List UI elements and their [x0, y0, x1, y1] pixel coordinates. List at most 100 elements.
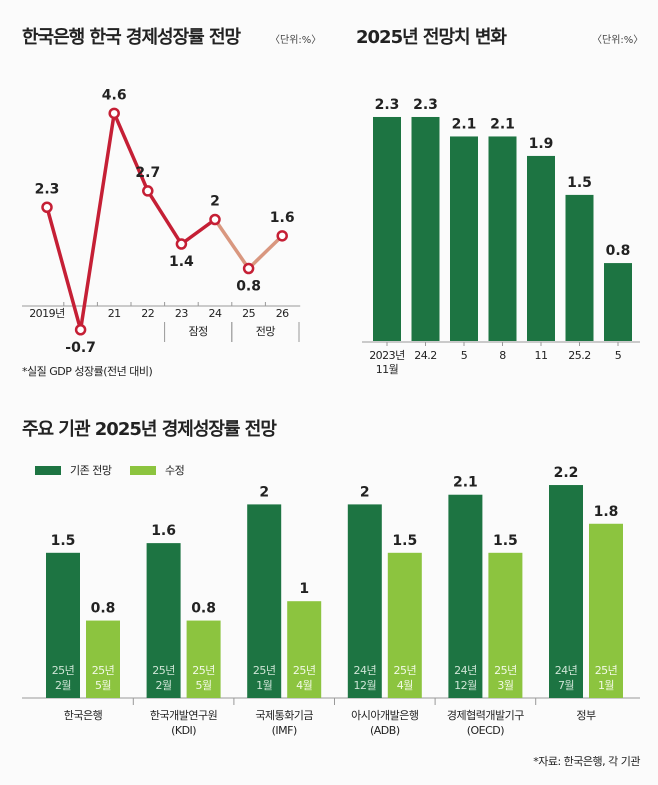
unit: 〈단위:%〉	[592, 33, 643, 46]
legend-swatch	[35, 466, 61, 475]
bar	[247, 504, 282, 698]
value-label: 1.6	[151, 523, 176, 539]
line-segment	[180, 218, 217, 246]
point	[142, 185, 154, 197]
x-tick-label: 25	[242, 307, 255, 320]
bar	[146, 543, 181, 698]
x-tick-label: 22	[141, 307, 154, 320]
bar-date: 25년 1월	[253, 664, 276, 692]
line-segment	[112, 112, 150, 192]
x-tick-label: 26	[276, 307, 289, 320]
x-tick-label: 24	[209, 307, 222, 320]
bar	[565, 194, 594, 341]
value-label: 2	[259, 484, 269, 500]
bar-date: 24년 12월	[454, 664, 477, 692]
bar	[448, 494, 483, 698]
point	[41, 201, 53, 213]
x-tick-label: 한국개발연구원 (KDI)	[150, 709, 217, 737]
value-label: 1.5	[51, 533, 76, 549]
chart-title: 한국은행 한국 경제성장률 전망	[22, 27, 242, 48]
bar	[186, 620, 221, 698]
bar	[604, 263, 632, 341]
line-segment	[146, 189, 183, 245]
value-label: 1	[299, 581, 309, 597]
bar-date: 25년 4월	[293, 664, 316, 692]
x-tick-label: 5	[461, 349, 468, 362]
bar	[86, 620, 120, 698]
x-tick-label: 경제협력개발기구 (OECD)	[447, 709, 524, 737]
value-label: 2.2	[554, 465, 579, 481]
period-label: 전망	[256, 325, 276, 338]
legend-swatch	[130, 466, 156, 475]
value-label: 1.6	[270, 210, 295, 226]
bar	[527, 155, 555, 341]
x-tick-label: 아시아개발은행 (ADB)	[351, 709, 418, 737]
bar-date: 24년 12월	[353, 664, 376, 692]
x-tick-label: 2019년	[29, 307, 65, 320]
x-tick-label: 23	[175, 307, 188, 320]
value-label: 2.1	[490, 116, 515, 132]
bar-date: 25년 4월	[393, 664, 416, 692]
value-label: 2.1	[452, 116, 477, 132]
x-tick-label: 11	[535, 349, 548, 362]
x-tick-label: 21	[108, 307, 121, 320]
bar	[287, 601, 322, 698]
point	[209, 213, 221, 226]
unit: 〈단위:%〉	[270, 33, 321, 46]
period-label: 잠정	[189, 325, 208, 338]
x-tick-label: 8	[499, 349, 506, 362]
value-label: 1.8	[594, 504, 619, 520]
point	[108, 107, 120, 120]
line-segment	[45, 206, 83, 331]
value-label: 4.6	[102, 87, 127, 103]
bar	[549, 485, 583, 698]
x-tick-label: 25.2	[568, 349, 591, 362]
value-label: 1.4	[169, 254, 194, 270]
value-label: 2	[210, 194, 220, 210]
legend-label: 기존 전망	[70, 464, 112, 477]
value-label: 2.3	[375, 97, 400, 113]
bar-date: 25년 3월	[494, 664, 517, 692]
value-label: 1.5	[392, 533, 417, 549]
value-label: -0.7	[65, 340, 96, 356]
chart-title: 주요 기관 2025년 경제성장률 전망	[22, 419, 277, 440]
x-tick-label: 정부	[576, 709, 596, 722]
line-segment	[247, 234, 284, 270]
bar-date: 25년 5월	[192, 664, 215, 692]
point	[242, 262, 255, 275]
source: *자료: 한국은행, 각 기관	[533, 755, 640, 768]
line-segment	[213, 218, 251, 270]
value-label: 2.7	[135, 165, 160, 181]
bar	[411, 116, 440, 341]
bar-date: 25년 2월	[152, 664, 175, 692]
value-label: 0.8	[236, 279, 261, 295]
x-tick-label: 한국은행	[64, 709, 102, 722]
x-tick-label: 국제통화기금 (IMF)	[255, 709, 313, 737]
point	[74, 324, 87, 336]
bar	[488, 136, 517, 341]
value-label: 2.3	[413, 97, 438, 113]
value-label: 0.8	[606, 243, 631, 259]
bar-date: 24년 7월	[555, 664, 578, 692]
bar	[450, 136, 478, 341]
point	[276, 230, 288, 242]
value-label: 2.1	[453, 475, 478, 491]
bar	[347, 504, 382, 698]
bar	[488, 552, 523, 698]
bar	[373, 116, 401, 341]
bar-date: 25년 5월	[92, 664, 115, 692]
bar-date: 25년 1월	[595, 664, 618, 692]
chart-title: 2025년 전망치 변화	[356, 27, 507, 48]
value-label: 0.8	[91, 601, 116, 617]
bar	[387, 552, 422, 698]
point	[175, 238, 188, 250]
value-label: 1.5	[567, 175, 592, 191]
value-label: 0.8	[191, 601, 216, 617]
bar	[589, 523, 623, 698]
x-tick-label: 5	[615, 349, 622, 362]
bar	[46, 552, 80, 698]
value-label: 2.3	[35, 181, 60, 197]
value-label: 1.5	[493, 533, 518, 549]
note: *실질 GDP 성장률(전년 대비)	[22, 365, 152, 378]
